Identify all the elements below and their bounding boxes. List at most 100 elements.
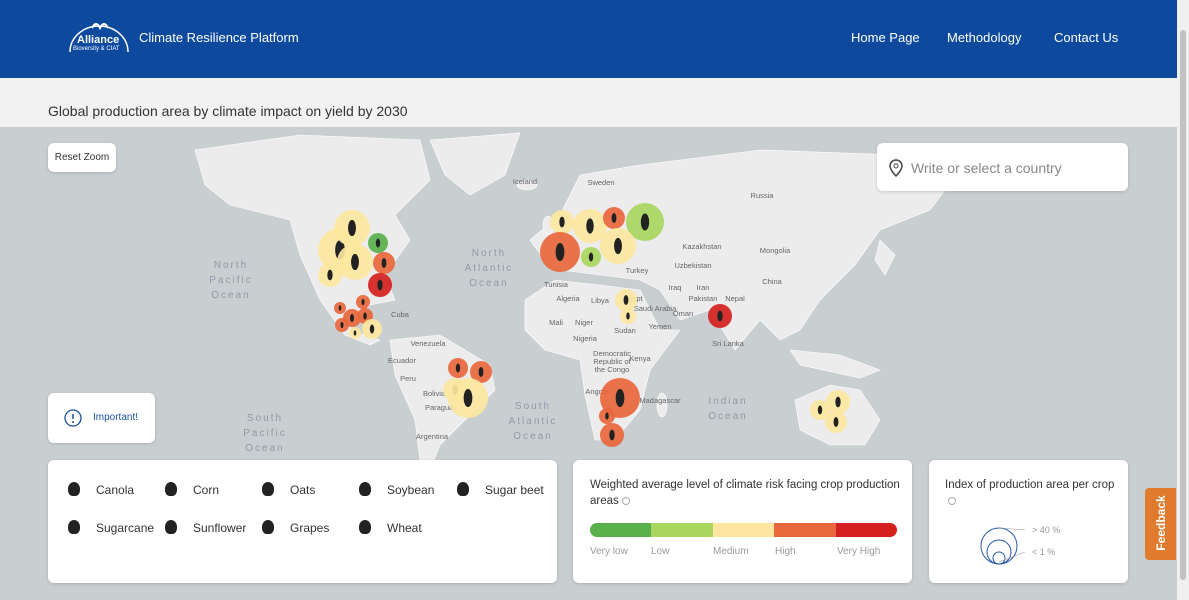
logo-subtitle: Bioversity & CIAT [73, 46, 120, 52]
nav-link[interactable]: Methodology [947, 30, 1022, 45]
index-legend-title: Index of production area per crop [945, 477, 1115, 509]
crop-icon [455, 363, 461, 373]
feedback-label: Feedback [1154, 495, 1168, 551]
risk-level: Very low [590, 546, 628, 557]
country-label: the Congo [595, 365, 630, 374]
crop-label: Soybean [387, 483, 435, 497]
crop-icon [611, 213, 617, 223]
search-box[interactable]: Write or select a country [877, 143, 1128, 191]
ocean-label: North [214, 260, 248, 271]
logo [69, 23, 129, 53]
ocean-label: Indian [708, 396, 747, 407]
map[interactable]: Iceland Sweden Russia Kazakhstan Mongolia Uzb… [0, 127, 1177, 600]
crop-icon [833, 417, 839, 427]
crop-icon [369, 324, 375, 334]
crop-icon [262, 482, 274, 496]
crop-icon [640, 213, 650, 231]
info-icon [64, 409, 82, 427]
index-title-text: Index of production area per crop [945, 479, 1115, 491]
nav-link[interactable]: Home Page [851, 30, 920, 45]
country-label: Kazakhstan [682, 242, 721, 251]
ocean-label: Ocean [513, 431, 552, 442]
crop-icon [609, 429, 615, 441]
crop-icon [327, 269, 333, 281]
country-label: Nepal [725, 294, 745, 303]
country-label: Saudi Arabia [634, 304, 677, 313]
crop-icon [605, 412, 609, 420]
country-label: Russia [751, 191, 775, 200]
ocean-label: Pacific [209, 275, 252, 286]
ocean-label: Pacific [243, 428, 286, 439]
crop-icon [478, 367, 484, 377]
risk-legend: Weighted average level of climate risk f… [573, 460, 912, 583]
country-label: Kenya [629, 354, 651, 363]
country-label: Iran [697, 283, 710, 292]
crop-icon [381, 258, 387, 268]
size-legend [980, 527, 1026, 565]
crop-icon [165, 482, 177, 496]
crop-icon [457, 482, 469, 496]
crop-label: Grapes [290, 521, 330, 535]
country-label: Sudan [614, 326, 636, 335]
country-label: Cuba [391, 310, 410, 319]
important-label: Important! [93, 412, 139, 423]
info-icon [948, 496, 956, 505]
country-label: Argentina [416, 432, 449, 441]
crop-icon [338, 305, 342, 311]
ocean-label: North [472, 248, 506, 259]
crop-label: Sugarcane [96, 521, 155, 535]
crop-icon [350, 313, 354, 323]
crop-icon [359, 520, 371, 534]
crop-icon [348, 219, 356, 237]
pin-icon [889, 159, 903, 177]
search-placeholder: Write or select a country [911, 160, 1062, 176]
crop-label: Sunflower [193, 521, 247, 535]
country-label: Niger [575, 318, 593, 327]
crop-icon [555, 243, 565, 261]
header: Alliance Bioversity & CIAT Climate Resil… [0, 0, 1177, 78]
risk-level: Medium [713, 546, 749, 557]
country-label: Democratic [593, 349, 631, 358]
country-label: Nigeria [573, 334, 598, 343]
country-label: Turkey [626, 266, 649, 275]
nav-link[interactable]: Contact Us [1054, 30, 1119, 45]
ocean-label: South [247, 413, 283, 424]
crop-icon [361, 298, 365, 306]
country-label: Mongolia [760, 246, 791, 255]
crop-legend: Canola Corn Oats Soybean Sugar beet Sugarcane… [48, 460, 557, 583]
risk-level: Very High [837, 546, 881, 557]
crop-label: Wheat [387, 521, 422, 535]
crop-icon [614, 237, 622, 255]
country-label: Bolivia [423, 389, 446, 398]
country-label: Libya [591, 296, 610, 305]
important-box[interactable]: Important! [48, 393, 155, 443]
risk-swatch [651, 523, 713, 537]
page-subtitle: Global production area by climate impact… [48, 103, 408, 119]
country-label: Algeria [556, 294, 580, 303]
country-label: Madagascar [639, 396, 681, 405]
index-legend: Index of production area per crop > 40 %… [929, 460, 1128, 583]
crop-icon [363, 312, 367, 320]
crop-icon [68, 482, 80, 496]
country-label: Ecuador [388, 356, 416, 365]
country-label: Peru [400, 374, 416, 383]
crop-icon [817, 405, 823, 415]
country-label: Pakistan [689, 294, 718, 303]
risk-swatch [712, 523, 775, 537]
ocean-label: Ocean [211, 290, 250, 301]
country-label: Republic of [593, 357, 631, 366]
risk-title-text: Weighted average level of climate risk f… [590, 479, 900, 507]
country-label: Angola [585, 387, 609, 396]
risk-swatch [835, 523, 897, 537]
crop-label: Canola [96, 483, 135, 497]
scrollbar-thumb[interactable] [1180, 30, 1186, 580]
risk-swatch [774, 523, 836, 537]
logo-name: Alliance [77, 34, 120, 46]
feedback-tab[interactable]: Feedback [1145, 488, 1176, 560]
crop-icon [615, 389, 625, 407]
reset-zoom-button[interactable]: Reset Zoom [48, 143, 116, 172]
country-label: Sweden [587, 178, 614, 187]
crop-label: Oats [290, 483, 316, 497]
risk-legend-title: Weighted average level of climate risk f… [590, 477, 905, 509]
